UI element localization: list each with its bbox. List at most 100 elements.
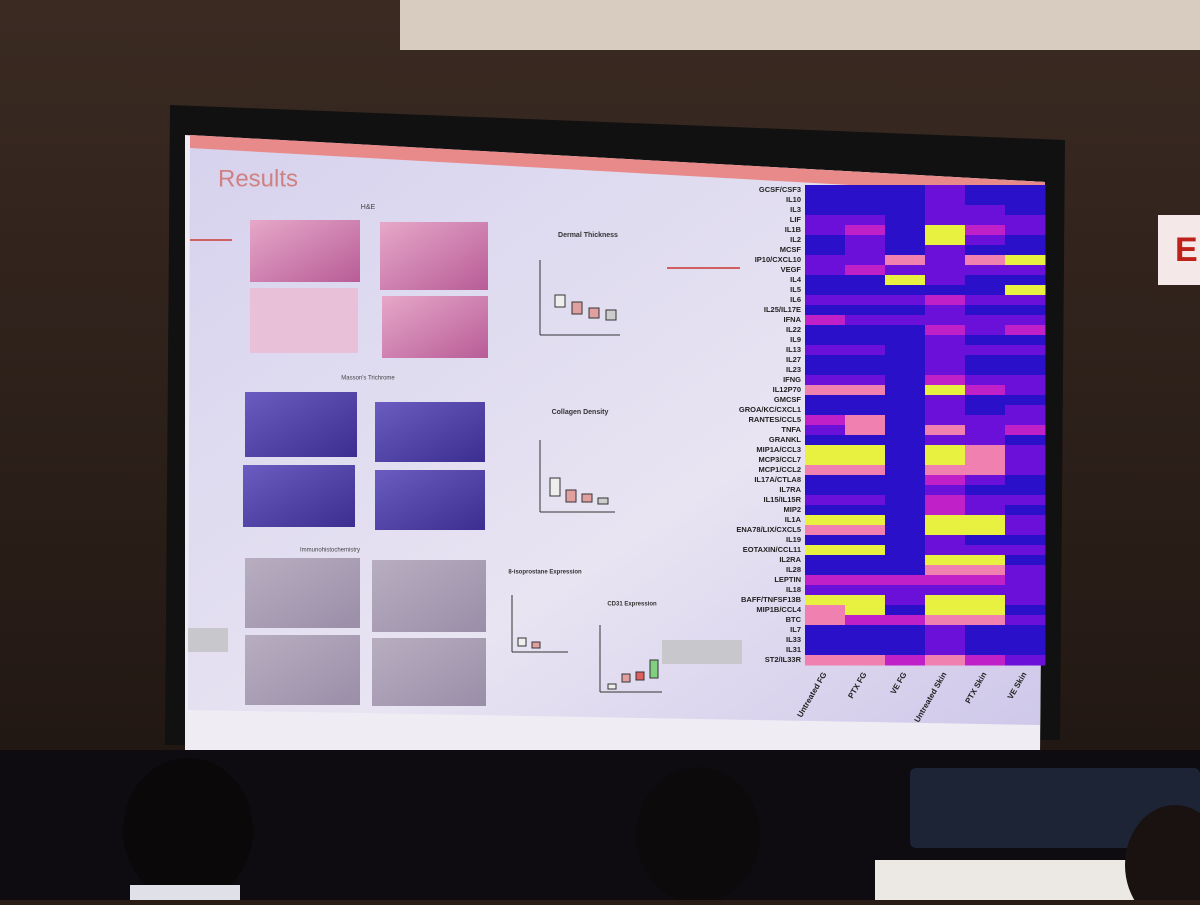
heatmap-cell (965, 435, 1006, 446)
heatmap-cell (965, 425, 1006, 436)
row-label: IL17A/CTLA8 (754, 475, 801, 484)
heatmap-cell (925, 345, 966, 356)
row-label: IL1A (785, 515, 802, 524)
heatmap-cell (965, 225, 1006, 236)
heatmap-cell (805, 205, 846, 216)
heatmap-cell (805, 455, 846, 466)
heatmap-cell (1005, 195, 1046, 206)
heatmap-cell (965, 615, 1006, 626)
heatmap-cell (805, 305, 846, 316)
heatmap-cell (925, 325, 966, 336)
heatmap-cell (925, 405, 966, 416)
heatmap-cell (805, 365, 846, 376)
heatmap-cell (845, 385, 886, 396)
heatmap-cell (925, 355, 966, 366)
heatmap-cell (845, 305, 886, 316)
heatmap-cell (1005, 445, 1046, 456)
heatmap-cell (845, 315, 886, 326)
row-label: IL2RA (779, 555, 801, 564)
heatmap-cell (805, 335, 846, 346)
heatmap-cell (965, 315, 1006, 326)
plot-thumb (539, 260, 620, 336)
heatmap-cell (845, 465, 886, 476)
heatmap-cell (925, 315, 966, 326)
heatmap-cell (925, 295, 966, 306)
heatmap-cell (965, 285, 1006, 296)
heatmap-cell (805, 525, 846, 536)
heatmap-cell (845, 215, 886, 226)
heatmap-cell (885, 195, 926, 206)
row-label: LEPTIN (774, 575, 801, 584)
row-label: ENA78/LIX/CXCL5 (736, 525, 801, 534)
heatmap-cell (965, 265, 1006, 276)
heatmap-cell (925, 645, 966, 656)
heatmap-cell (965, 395, 1006, 406)
heatmap-cell (965, 235, 1006, 246)
heatmap-cell (805, 185, 846, 196)
heatmap-cell (805, 535, 846, 546)
heatmap-cell (925, 185, 966, 196)
panel-label: Masson's Trichrome (341, 376, 395, 382)
row-label: IL7 (790, 625, 801, 634)
heatmap-cell (805, 405, 846, 416)
heatmap-cell (845, 555, 886, 566)
ihc-image (245, 558, 360, 628)
heatmap-cell (845, 295, 886, 306)
audience-shirt (130, 885, 240, 900)
heatmap-cell (965, 565, 1006, 576)
heatmap-cell (805, 555, 846, 566)
heatmap-cell (1005, 615, 1046, 626)
row-label: IL6 (790, 295, 801, 304)
heatmap-cell (845, 585, 886, 596)
plot-title: 8-isoprostane Expression (508, 570, 582, 576)
row-label: BTC (786, 615, 802, 624)
heatmap-cell (925, 365, 966, 376)
heatmap-cell (965, 245, 1006, 256)
heatmap-cell (805, 385, 846, 396)
heatmap-cell (1005, 545, 1046, 556)
heatmap-cell (1005, 405, 1046, 416)
heatmap-cell (845, 225, 886, 236)
row-label: IL3 (790, 205, 801, 214)
heatmap-cell (845, 605, 886, 616)
heatmap-cell (925, 225, 966, 236)
row-label: IL18 (786, 585, 801, 594)
row-label: IFNA (784, 315, 802, 324)
heatmap-cell (965, 405, 1006, 416)
heatmap-cell (1005, 585, 1046, 596)
heatmap-cell (965, 525, 1006, 536)
heatmap-cell (1005, 635, 1046, 646)
heatmap-cell (1005, 235, 1046, 246)
heatmap-cell (885, 555, 926, 566)
heatmap-cell (805, 415, 846, 426)
plot-title: Dermal Thickness (558, 232, 618, 239)
heatmap-cell (805, 635, 846, 646)
heatmap-cell (925, 655, 966, 666)
heatmap-cell (885, 285, 926, 296)
heatmap-cell (885, 505, 926, 516)
heatmap-cell (925, 195, 966, 206)
row-label: IL12P70 (773, 385, 801, 394)
heatmap-cell (845, 235, 886, 246)
heatmap-cell (925, 205, 966, 216)
heatmap-cell (965, 555, 1006, 566)
heatmap-cell (885, 645, 926, 656)
heatmap-cell (885, 485, 926, 496)
heatmap-cell (925, 375, 966, 386)
heatmap-cell (805, 655, 846, 666)
heatmap-cell (965, 485, 1006, 496)
heatmap-cell (845, 355, 886, 366)
heatmap-cell (1005, 275, 1046, 286)
heatmap-cell (805, 225, 846, 236)
heatmap-cell (925, 265, 966, 276)
row-label: IL13 (786, 345, 801, 354)
heatmap-cell (805, 425, 846, 436)
heatmap-cell (965, 275, 1006, 286)
heatmap-cell (885, 565, 926, 576)
heatmap-cell (1005, 325, 1046, 336)
heatmap-cell (885, 455, 926, 466)
heatmap-cell (925, 485, 966, 496)
heatmap-cell (805, 265, 846, 276)
heatmap-cell (1005, 345, 1046, 356)
heatmap-cell (885, 255, 926, 266)
